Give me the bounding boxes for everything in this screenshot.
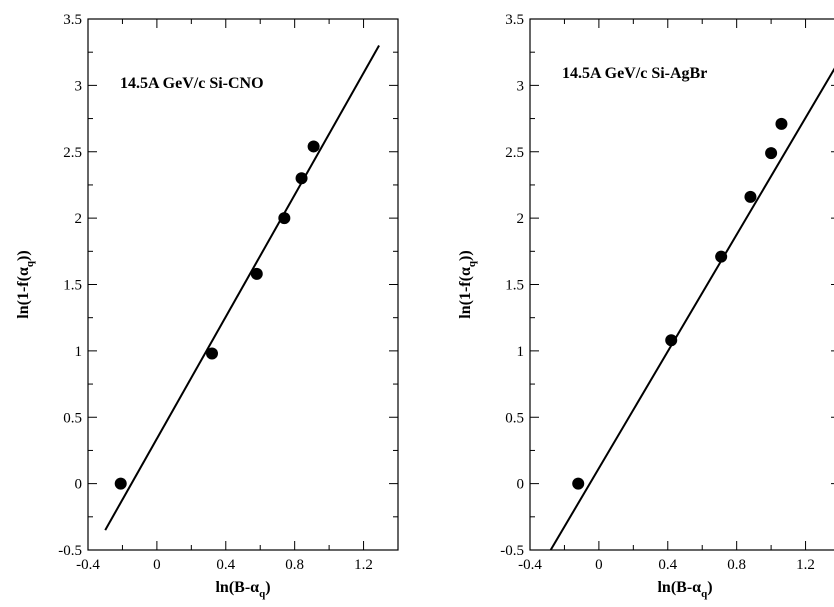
x-axis-label: ln(B-αq) bbox=[215, 579, 270, 600]
y-tick-label: 0.5 bbox=[63, 410, 82, 426]
y-tick-label: 3.5 bbox=[505, 12, 524, 28]
data-point bbox=[775, 117, 788, 130]
y-tick-label: 2 bbox=[75, 211, 83, 227]
x-tick-label: 0 bbox=[153, 557, 161, 573]
y-tick-label: 2 bbox=[517, 211, 525, 227]
chart-panel-2: -0.4 0 0.4 0.8 1.2 -0.5 0 0.5 1 1.5 2 2.5 3 3.5 ln(B-α… bbox=[457, 12, 834, 600]
x-tick-label: 0.8 bbox=[727, 557, 746, 573]
y-axis-label: ln(1-f(αq)) bbox=[457, 250, 478, 318]
y-tick-label: -0.5 bbox=[58, 543, 82, 559]
y-tick-label: 2.5 bbox=[505, 145, 524, 161]
fit-line bbox=[549, 67, 834, 550]
y-tick-label: 1 bbox=[517, 344, 525, 360]
y-tick-label: 3.5 bbox=[63, 12, 82, 28]
x-tick-label: 0.4 bbox=[658, 557, 677, 573]
x-tick-label: 1.2 bbox=[796, 557, 815, 573]
data-point bbox=[307, 140, 320, 153]
x-axis-label: ln(B-αq) bbox=[657, 579, 712, 600]
plot-annotation: 14.5A GeV/c Si-CNO bbox=[120, 75, 264, 92]
fit-line bbox=[104, 45, 380, 531]
data-point bbox=[206, 347, 218, 360]
plot-frame bbox=[529, 18, 834, 551]
y-tick-label: 1 bbox=[75, 344, 83, 360]
x-tick-label: -0.4 bbox=[518, 557, 542, 573]
data-point bbox=[250, 267, 263, 280]
x-tick-label: -0.4 bbox=[76, 557, 100, 573]
plot-annotation: 14.5A GeV/c Si-AgBr bbox=[562, 65, 707, 82]
y-tick-label: 3 bbox=[75, 78, 83, 94]
data-point bbox=[295, 172, 308, 185]
y-tick-label: 0 bbox=[75, 477, 83, 493]
y-tick-label: 0.5 bbox=[505, 410, 524, 426]
data-point bbox=[114, 477, 127, 490]
y-tick-label: -0.5 bbox=[500, 543, 524, 559]
y-axis-label: ln(1-f(αq)) bbox=[15, 250, 36, 318]
data-point bbox=[278, 212, 291, 225]
y-tick-label: 3 bbox=[517, 78, 525, 94]
y-tick-label: 1.5 bbox=[505, 278, 524, 294]
x-tick-label: 1.2 bbox=[354, 557, 373, 573]
x-tick-label: 0.4 bbox=[216, 557, 235, 573]
y-tick-label: 0 bbox=[517, 477, 525, 493]
y-tick-label: 2.5 bbox=[63, 145, 82, 161]
x-tick-label: 0.8 bbox=[285, 557, 304, 573]
data-point bbox=[715, 250, 728, 263]
chart-panel-1: -0.4 0 0.4 0.8 1.2 -0.5 0 0.5 1 1.5 2 2.5 3 3.5 ln(B-α… bbox=[15, 12, 399, 600]
y-tick-label: 1.5 bbox=[63, 278, 82, 294]
data-point bbox=[572, 477, 585, 490]
x-tick-label: 0 bbox=[595, 557, 603, 573]
data-point bbox=[765, 147, 778, 160]
data-point bbox=[744, 190, 757, 203]
data-point bbox=[665, 334, 678, 347]
